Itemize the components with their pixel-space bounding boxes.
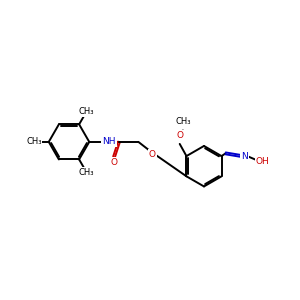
- Text: NH: NH: [102, 137, 116, 146]
- Text: CH₃: CH₃: [175, 117, 191, 126]
- Text: N: N: [241, 152, 248, 160]
- Text: CH₃: CH₃: [79, 168, 94, 177]
- Text: OH: OH: [256, 157, 269, 166]
- Text: O: O: [111, 158, 118, 166]
- Text: CH₃: CH₃: [79, 107, 94, 116]
- Text: CH₃: CH₃: [26, 137, 42, 146]
- Text: O: O: [149, 149, 156, 158]
- Text: O: O: [176, 131, 183, 140]
